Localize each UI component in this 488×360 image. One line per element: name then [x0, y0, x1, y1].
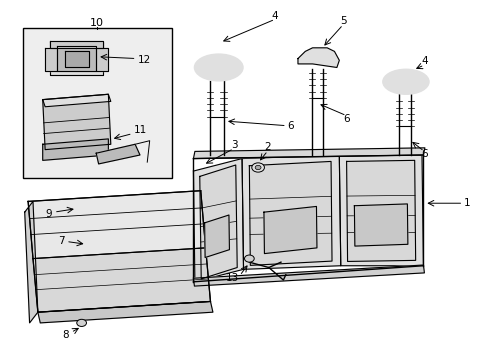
Polygon shape	[297, 48, 339, 67]
Polygon shape	[42, 94, 111, 150]
Polygon shape	[96, 144, 140, 164]
Polygon shape	[204, 215, 229, 257]
Text: 6: 6	[420, 149, 427, 159]
Circle shape	[77, 319, 86, 327]
Circle shape	[251, 163, 264, 172]
Text: 7: 7	[58, 237, 64, 247]
Text: 3: 3	[231, 140, 238, 150]
Polygon shape	[242, 155, 340, 269]
Polygon shape	[96, 48, 108, 71]
Polygon shape	[42, 139, 108, 160]
Text: 6: 6	[287, 121, 293, 131]
Bar	[23, 28, 171, 178]
Text: 2: 2	[264, 142, 271, 152]
Text: 4: 4	[271, 11, 278, 21]
Polygon shape	[57, 46, 96, 71]
Circle shape	[255, 165, 261, 170]
Polygon shape	[64, 51, 89, 67]
Polygon shape	[50, 42, 103, 75]
Polygon shape	[38, 301, 212, 323]
Polygon shape	[193, 148, 424, 158]
Text: 1: 1	[463, 198, 470, 208]
Circle shape	[244, 255, 254, 262]
Polygon shape	[264, 206, 316, 253]
Polygon shape	[50, 41, 103, 48]
Text: 6: 6	[343, 113, 349, 123]
Polygon shape	[33, 248, 210, 312]
Ellipse shape	[382, 69, 428, 94]
Text: 9: 9	[46, 209, 52, 219]
Polygon shape	[339, 155, 423, 266]
Text: 13: 13	[225, 273, 239, 283]
Polygon shape	[200, 165, 237, 279]
Text: 4: 4	[420, 57, 427, 66]
Polygon shape	[25, 202, 38, 323]
Polygon shape	[42, 94, 111, 107]
Text: 12: 12	[137, 55, 150, 65]
Polygon shape	[193, 158, 243, 282]
Polygon shape	[45, 48, 57, 71]
Polygon shape	[28, 191, 205, 258]
Text: 5: 5	[339, 16, 346, 26]
Polygon shape	[193, 265, 424, 286]
Text: 11: 11	[133, 125, 146, 135]
Polygon shape	[249, 161, 331, 265]
Ellipse shape	[194, 54, 243, 81]
Text: 8: 8	[62, 330, 69, 341]
Polygon shape	[354, 204, 407, 246]
Polygon shape	[346, 160, 415, 261]
Text: 10: 10	[90, 18, 104, 28]
